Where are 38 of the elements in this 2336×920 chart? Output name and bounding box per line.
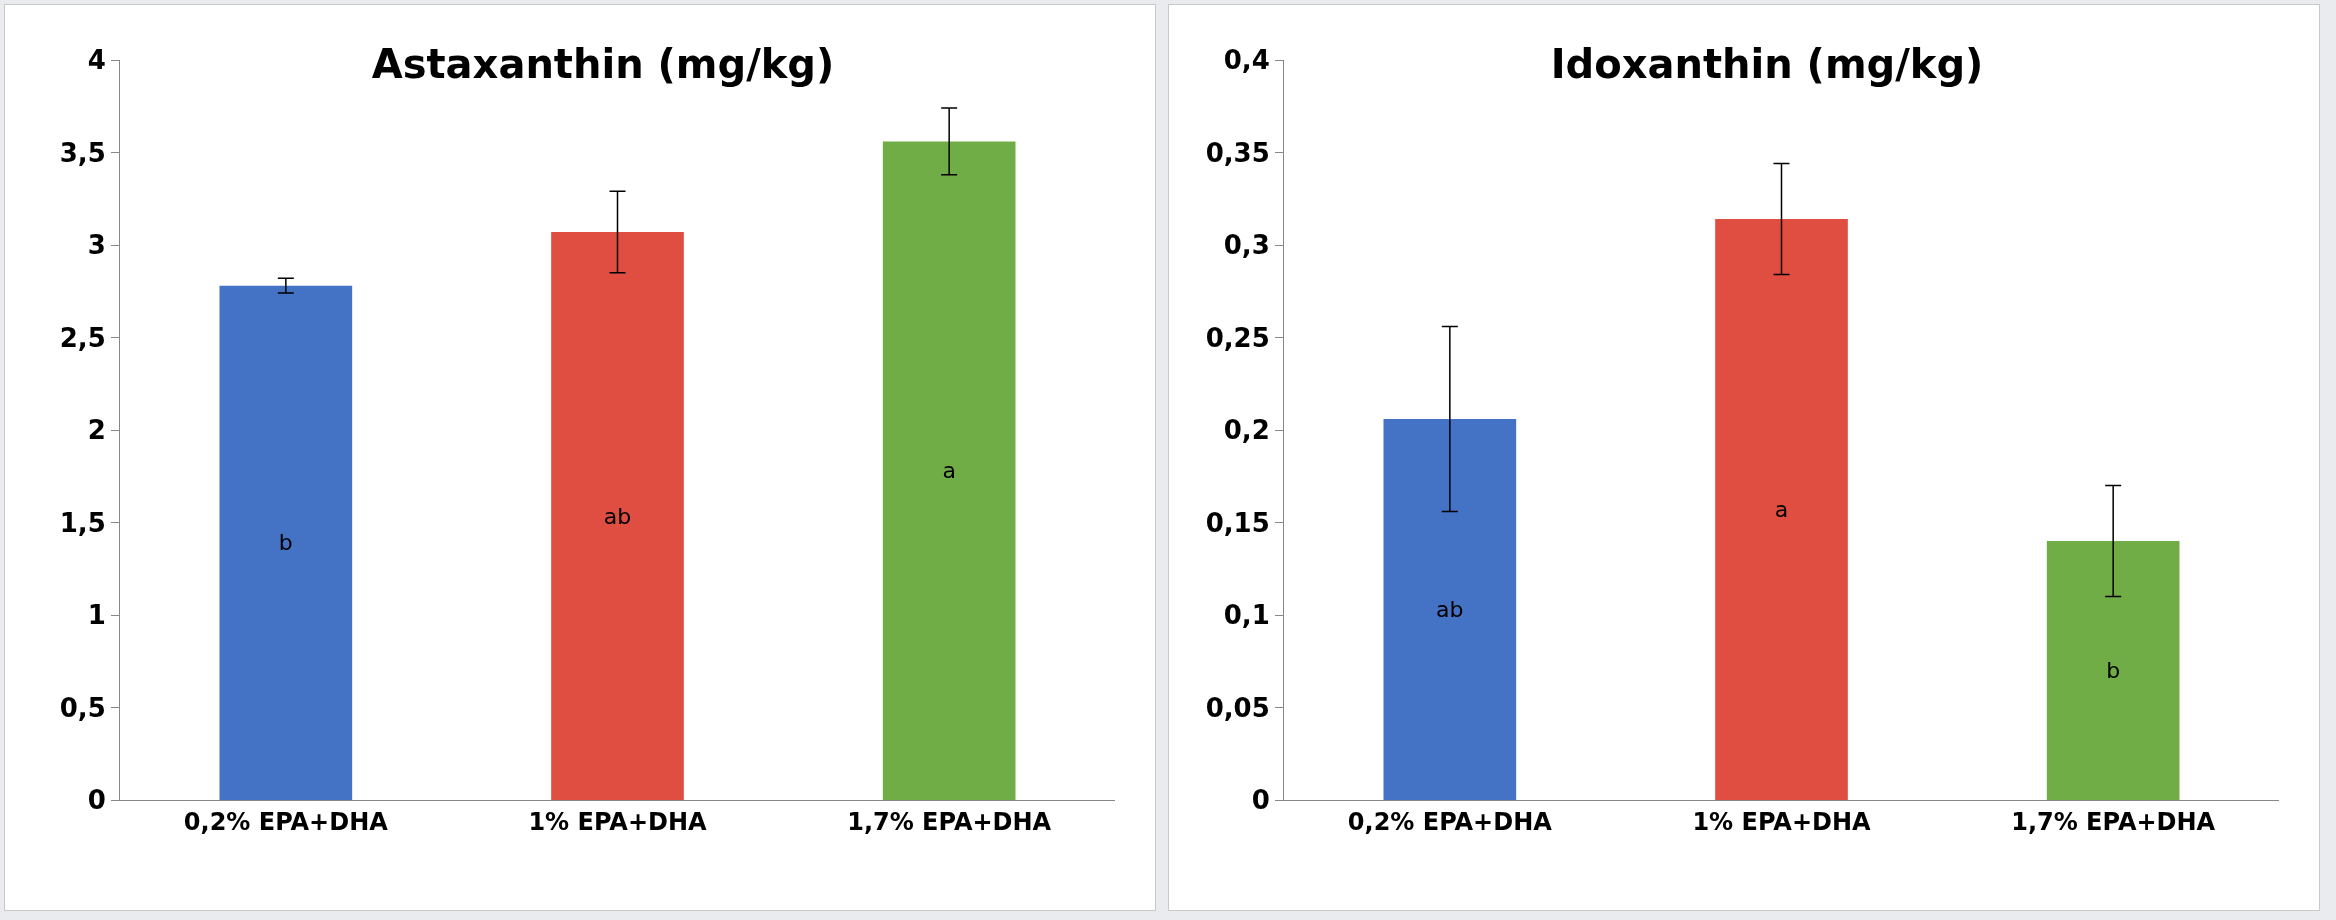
x-tick-label: 1% EPA+DHA [528,807,707,836]
y-tick-label: 3 [87,230,106,261]
y-tick-label: 1 [87,600,106,631]
y-tick-label: 2,5 [59,322,106,353]
data-label: a [942,458,956,484]
y-tick-label: 0,25 [1205,322,1270,353]
data-label: ab [603,503,632,529]
data-label: b [2106,658,2121,683]
bar [882,141,1016,800]
chart-title: Astaxanthin (mg/kg) [371,41,835,88]
bar [219,285,353,800]
y-tick-label: 0,5 [59,692,106,723]
x-tick-label: 1% EPA+DHA [1692,807,1871,836]
chart-title: Idoxanthin (mg/kg) [1550,41,1984,88]
data-label: a [1774,497,1789,523]
y-tick-label: 0,05 [1205,692,1270,723]
x-tick-label: 0,2% EPA+DHA [183,807,389,836]
bar [551,232,684,800]
bar [2046,541,2180,800]
y-tick-label: 0,3 [1223,230,1270,261]
bar [1715,219,1848,800]
x-tick-label: 1,7% EPA+DHA [2011,807,2216,836]
x-tick-label: 1,7% EPA+DHA [847,807,1052,836]
y-tick-label: 4 [87,45,106,76]
y-tick-label: 0 [1251,785,1270,816]
y-tick-label: 0,2 [1223,415,1270,446]
data-label: ab [1436,596,1464,622]
y-tick-label: 0,4 [1223,45,1270,76]
bar [1383,418,1517,800]
y-tick-label: 0,35 [1205,137,1270,168]
y-tick-label: 3,5 [59,137,106,168]
y-tick-label: 0 [87,785,106,816]
y-tick-label: 1,5 [59,507,106,538]
y-tick-label: 0,1 [1223,600,1270,631]
x-tick-label: 0,2% EPA+DHA [1347,807,1553,836]
y-tick-label: 0,15 [1205,507,1270,538]
y-tick-label: 2 [87,415,106,446]
data-label: b [278,530,293,556]
